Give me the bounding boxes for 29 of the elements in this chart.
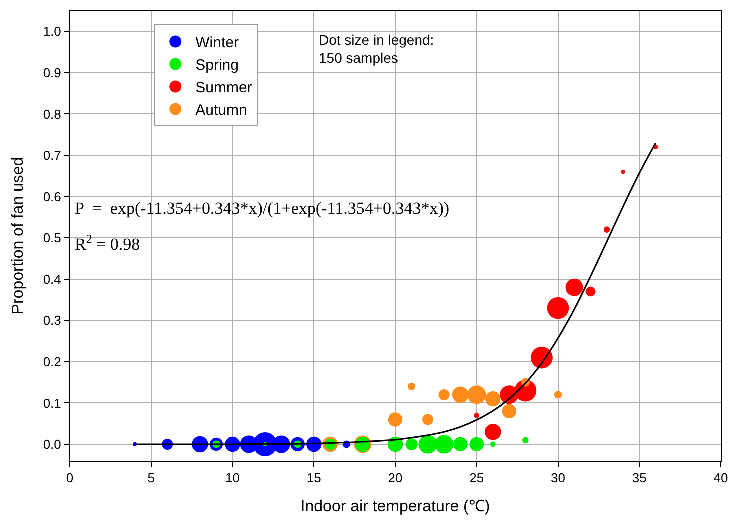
- y-tick-label: 0.3: [43, 313, 62, 328]
- x-tick-label: 25: [470, 470, 484, 486]
- legend-label: Winter: [196, 34, 239, 52]
- legend-label: Summer: [196, 80, 252, 97]
- y-tick-label: 0.4: [43, 272, 62, 287]
- x-tick-label: 20: [388, 470, 403, 486]
- y-tick-label: 0.8: [43, 106, 62, 122]
- y-tick-label: 0.9: [43, 65, 62, 80]
- x-axis-title: Indoor air temperature (℃): [300, 498, 490, 516]
- x-tick-label: 40: [714, 470, 728, 486]
- legend-label: Autumn: [196, 102, 248, 120]
- annotation: Dot size in legend: 150 samples: [319, 32, 434, 66]
- x-tick-label: 15: [306, 470, 322, 486]
- y-tick-label: 0.5: [43, 230, 62, 246]
- x-tick-label: 0: [66, 470, 74, 486]
- y-tick-label: 0.6: [43, 189, 62, 204]
- x-tick-label: 10: [226, 470, 240, 486]
- legend-label: Spring: [196, 57, 239, 74]
- y-tick-label: 0.2: [43, 354, 62, 370]
- y-tick-label: 0.0: [43, 437, 62, 452]
- y-axis-title: Proportion of fan used: [10, 157, 28, 315]
- annotation: P = exp(-11.354+0.343*x)/(1+exp(-11.354+0.343*x)): [75, 199, 450, 218]
- annotation: R$^{2}$ = 0.98: [75, 232, 140, 254]
- x-tick-label: 30: [551, 470, 566, 486]
- x-tick-label: 35: [632, 470, 647, 486]
- x-tick-label: 5: [148, 470, 155, 486]
- y-tick-label: 0.1: [43, 396, 62, 411]
- y-tick-label: 1.0: [43, 24, 62, 40]
- y-tick-label: 0.7: [43, 148, 62, 164]
